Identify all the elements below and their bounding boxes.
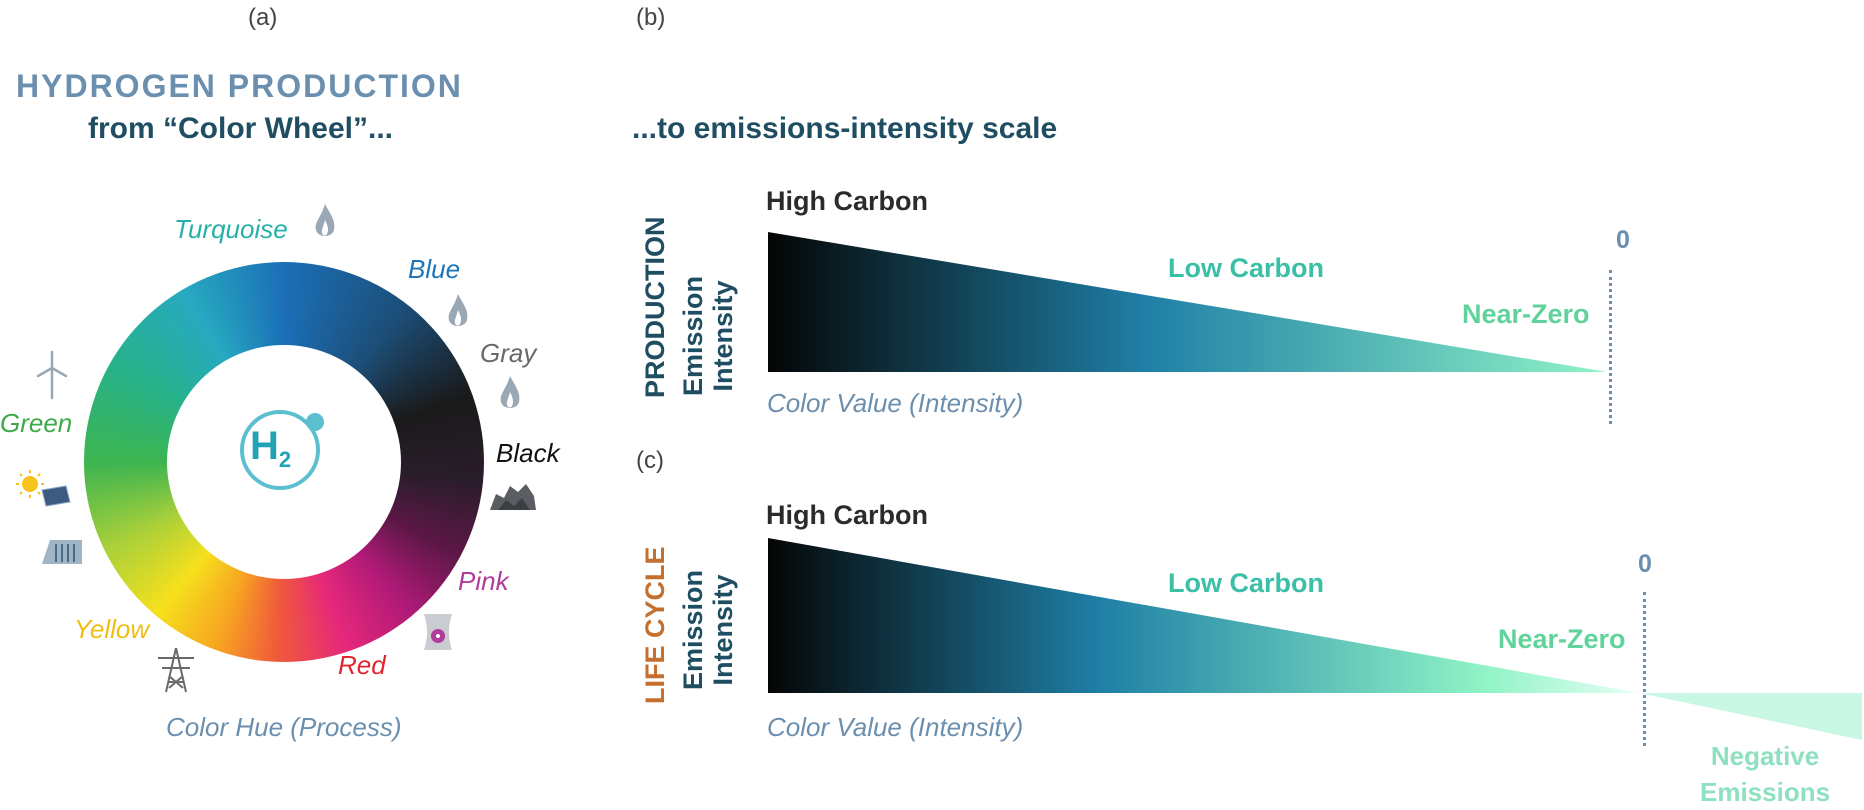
life-cycle-caption: Color Value (Intensity) <box>767 712 1024 742</box>
wheel-label-pink: Pink <box>458 566 509 596</box>
life-cycle-category-label: LIFE CYCLE <box>640 546 670 704</box>
wheel-caption: Color Hue (Process) <box>166 712 402 742</box>
flame-icon <box>315 204 335 236</box>
coal-icon <box>490 484 536 510</box>
life-cycle-metric-line2: Intensity <box>708 574 738 686</box>
production-category-label: PRODUCTION <box>640 216 670 399</box>
life-cycle-metric-label: Emission Intensity <box>678 570 738 690</box>
negative-emissions-line2: Emissions <box>1700 777 1831 807</box>
production-wedge <box>768 232 1607 372</box>
power-tower-icon <box>158 647 194 693</box>
production-metric-line1: Emission <box>678 275 708 396</box>
solar-panel-icon <box>16 470 71 507</box>
panel-label-a: (a) <box>248 4 278 31</box>
h2-letter: H <box>250 424 279 468</box>
wheel-label-turquoise: Turquoise <box>174 214 288 244</box>
production-caption: Color Value (Intensity) <box>767 388 1024 418</box>
h2-symbol: H2 <box>250 424 291 473</box>
production-zero-label: 0 <box>1616 226 1630 254</box>
life-cycle-zero-label: 0 <box>1638 550 1652 578</box>
life-cycle-high-carbon: High Carbon <box>766 500 928 530</box>
panel-label-c: (c) <box>636 447 664 474</box>
production-zero-line <box>1609 270 1612 424</box>
wheel-label-black: Black <box>496 438 560 468</box>
wheel-label-gray: Gray <box>480 338 537 368</box>
flame-icon <box>448 294 468 326</box>
production-high-carbon: High Carbon <box>766 186 928 216</box>
left-title: HYDROGEN PRODUCTION <box>16 68 463 104</box>
h2-subscript: 2 <box>278 447 292 472</box>
negative-emissions-label: Negative Emissions <box>1700 738 1830 810</box>
production-low-carbon: Low Carbon <box>1168 253 1324 283</box>
negative-emissions-wedge <box>1640 693 1862 740</box>
h2-emblem <box>240 410 320 490</box>
nuclear-plant-icon <box>424 614 452 650</box>
wheel-label-yellow: Yellow <box>74 614 150 644</box>
production-near-zero: Near-Zero <box>1462 299 1590 329</box>
production-metric-line2: Intensity <box>708 280 738 392</box>
right-subtitle: ...to emissions-intensity scale <box>632 112 1058 145</box>
negative-emissions-line1: Negative <box>1710 741 1820 771</box>
life-cycle-zero-line <box>1643 592 1646 746</box>
panel-label-b: (b) <box>636 4 666 31</box>
left-subtitle: from “Color Wheel”... <box>88 112 394 145</box>
hydro-dam-icon <box>42 540 82 564</box>
flame-icon <box>500 376 520 408</box>
wheel-label-green: Green <box>0 408 73 438</box>
h2-emblem-dot <box>306 413 324 431</box>
life-cycle-near-zero: Near-Zero <box>1498 624 1626 654</box>
life-cycle-low-carbon: Low Carbon <box>1168 568 1324 598</box>
life-cycle-wedge <box>768 538 1640 693</box>
wheel-label-red: Red <box>338 650 386 680</box>
wind-turbine-icon <box>36 350 68 400</box>
wheel-label-blue: Blue <box>408 254 461 284</box>
life-cycle-metric-line1: Emission <box>678 569 708 690</box>
production-metric-label: Emission Intensity <box>678 276 738 396</box>
